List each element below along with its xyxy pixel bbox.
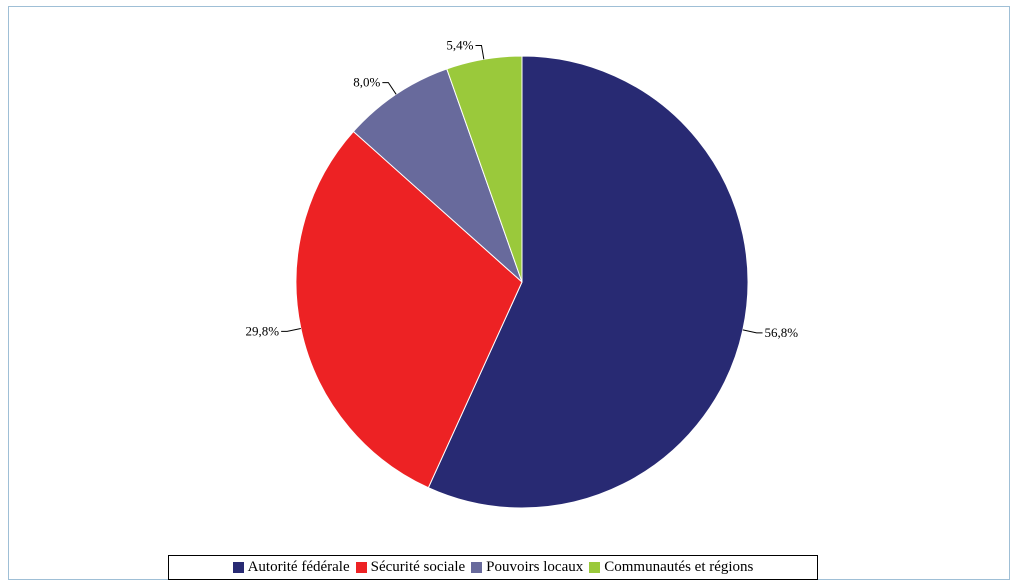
legend-swatch xyxy=(355,562,367,573)
data-label-pouvoirs-locaux: 8,0% xyxy=(353,75,380,90)
legend-swatch xyxy=(589,562,601,573)
leader-line-autorite-federale xyxy=(742,329,763,334)
leader-line-communautes-et-regions xyxy=(475,44,485,60)
legend-swatch xyxy=(232,562,244,573)
pie-slices xyxy=(295,55,749,509)
legend-item-pouvoirs-locaux: Pouvoirs locaux xyxy=(471,559,583,576)
legend: Autorité fédérale Sécurité sociale Pouvo… xyxy=(168,555,818,580)
legend-item-autorite-federale: Autorité fédérale xyxy=(232,559,350,576)
data-labels: 56,8% 29,8% 8,0% 5,4% xyxy=(246,37,799,339)
legend-item-communautes-et-regions: Communautés et régions xyxy=(589,559,753,576)
data-label-autorite-federale: 56,8% xyxy=(765,325,799,340)
pie-slice-autorite-federale xyxy=(427,55,749,509)
leader-lines xyxy=(281,44,763,334)
data-label-securite-sociale: 29,8% xyxy=(246,323,280,338)
data-label-communautes-et-regions: 5,4% xyxy=(446,37,473,52)
leader-line-pouvoirs-locaux xyxy=(382,82,397,95)
legend-swatch xyxy=(471,562,483,573)
pie-slice-communautes-et-regions xyxy=(446,55,523,283)
legend-label: Communautés et régions xyxy=(604,559,754,575)
legend-label: Pouvoirs locaux xyxy=(486,559,584,575)
leader-line-securite-sociale xyxy=(281,328,301,332)
legend-item-securite-sociale: Sécurité sociale xyxy=(355,559,466,576)
legend-label: Sécurité sociale xyxy=(370,559,466,575)
legend-label: Autorité fédérale xyxy=(247,559,350,575)
